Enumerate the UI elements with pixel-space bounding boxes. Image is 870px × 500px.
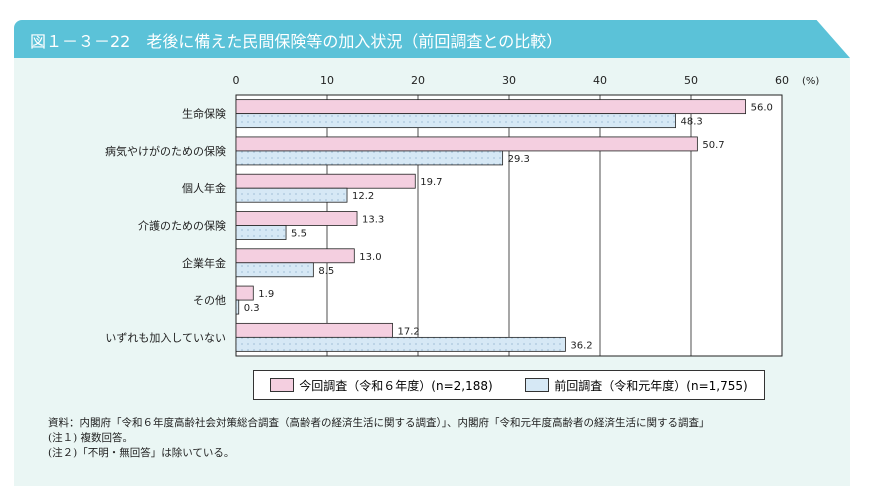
category-label: 介護のための保険: [138, 219, 226, 233]
source-note: 資料：内閣府「令和６年度高齢社会対策総合調査（高齢者の経済生活に関する調査）」、…: [48, 417, 710, 429]
category-label: 病気やけがのための保険: [105, 144, 226, 158]
data-label: 29.3: [508, 154, 530, 165]
legend-swatch-previous: [525, 378, 550, 392]
bar-current: [235, 322, 393, 338]
x-tick-label: 30: [502, 74, 516, 87]
x-tick-label: 20: [411, 74, 425, 87]
data-label: 5.5: [291, 229, 307, 240]
data-label: 50.7: [702, 140, 724, 151]
category-label: いずれも加入していない: [105, 331, 226, 344]
bar-previous: [235, 336, 566, 352]
bar-previous: [235, 187, 348, 203]
data-label: 8.5: [318, 266, 334, 277]
figure-title: 図１－３－22 老後に備えた民間保険等の加入状況（前回調査との比較）: [30, 32, 563, 51]
x-tick-label: 50: [684, 74, 698, 87]
category-label: 個人年金: [182, 181, 226, 195]
data-label: 36.2: [570, 340, 592, 351]
legend-label-previous: 前回調査（令和元年度）(n=1,755): [554, 378, 748, 393]
bar-current: [235, 285, 254, 301]
bar-previous: [235, 225, 287, 240]
data-label: 17.2: [398, 326, 420, 337]
x-tick-label: 40: [593, 74, 607, 87]
data-label: 48.3: [681, 117, 703, 128]
data-label: 19.7: [420, 177, 442, 188]
legend-label-current: 今回調査（令和６年度）(n=2,188): [299, 378, 493, 393]
data-label: 1.9: [258, 289, 274, 300]
bar-previous: [235, 150, 504, 166]
bar-previous: [235, 262, 314, 278]
x-unit-label: (%): [802, 76, 819, 87]
note-2: (注２)「不明・無回答」は除いている。: [48, 447, 235, 459]
legend: 今回調査（令和６年度）(n=2,188) 前回調査（令和元年度）(n=1,755…: [253, 370, 765, 400]
category-label: 生命保険: [182, 107, 226, 121]
data-label: 56.0: [751, 103, 773, 114]
category-label: 企業年金: [182, 256, 226, 270]
x-tick-label: 60: [775, 74, 789, 87]
bar-current: [235, 173, 416, 189]
data-label: 12.2: [352, 191, 374, 202]
note-1: (注１) 複数回答。: [48, 432, 134, 444]
bar-current: [235, 136, 698, 152]
bar-current: [235, 248, 355, 264]
legend-swatch-current: [270, 378, 295, 392]
legend-item-current: 今回調査（令和６年度）(n=2,188): [270, 377, 493, 394]
data-label: 0.3: [244, 303, 260, 314]
bar-current: [235, 211, 358, 226]
bar-previous: [235, 299, 240, 315]
legend-item-previous: 前回調査（令和元年度）(n=1,755): [525, 377, 748, 394]
data-label: 13.3: [362, 215, 384, 226]
x-tick-label: 10: [320, 74, 334, 87]
x-tick-label: 0: [233, 74, 240, 87]
category-label: その他: [193, 294, 226, 307]
bar-previous: [235, 113, 676, 129]
figure-header: 図１－３－22 老後に備えた民間保険等の加入状況（前回調査との比較）: [14, 20, 850, 58]
data-label: 13.0: [359, 252, 381, 263]
bar-current: [235, 99, 747, 115]
